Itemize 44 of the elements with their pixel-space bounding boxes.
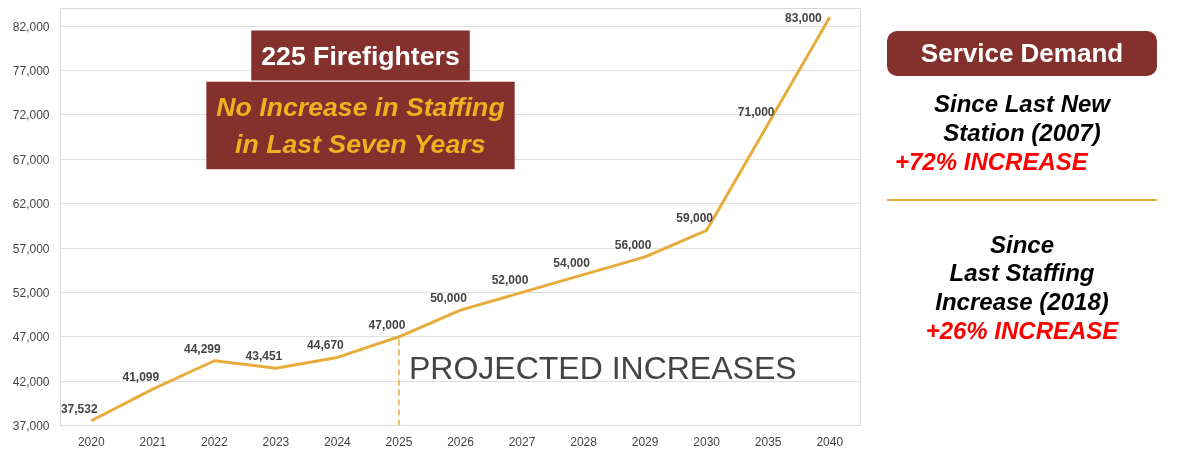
annotation: No Increase in Staffing in Last Seven Years: [216, 91, 505, 160]
data-label: 47,000: [368, 317, 406, 332]
x-tick-label: 2026: [447, 434, 475, 449]
text: Since Last Staffing Increase (2018): [934, 230, 1110, 317]
annotation: 225 Firefighters: [261, 40, 460, 71]
x-tick-label: 2029: [631, 434, 659, 449]
x-tick-label: 2030: [693, 434, 721, 449]
x-tick-label: 2024: [324, 434, 352, 449]
x-tick-label: 2021: [139, 434, 167, 449]
data-label: 44,299: [183, 341, 222, 356]
data-label: 43,451: [245, 349, 283, 364]
y-tick-label: 67,000: [12, 152, 50, 167]
text: Service Demand: [887, 31, 1157, 77]
y-tick-label: 47,000: [12, 330, 50, 345]
data-label: 41,099: [122, 370, 160, 385]
y-tick-label: 77,000: [12, 64, 50, 79]
data-label: 50,000: [430, 291, 468, 306]
y-tick-label: 57,000: [12, 241, 50, 256]
text: Since Last New Station (2007): [932, 90, 1112, 148]
text: +72% INCREASE: [894, 147, 1090, 177]
x-tick-label: 2040: [816, 434, 844, 449]
x-tick-label: 2022: [201, 434, 229, 449]
x-tick-label: 2025: [385, 434, 413, 449]
x-tick-label: 2023: [262, 434, 290, 449]
y-tick-label: 72,000: [12, 108, 50, 123]
x-tick-label: 2020: [77, 434, 105, 449]
y-tick-label: 42,000: [12, 374, 50, 389]
text: +26% INCREASE: [924, 316, 1120, 346]
data-label: 59,000: [676, 211, 714, 226]
data-label: 37,532: [60, 401, 98, 416]
y-tick-label: 82,000: [12, 19, 50, 34]
x-tick-label: 2028: [570, 434, 598, 449]
x-tick-label: 2027: [508, 434, 536, 449]
data-label: 56,000: [614, 237, 652, 252]
data-label: 54,000: [553, 255, 591, 270]
y-tick-label: 62,000: [12, 197, 50, 212]
y-tick-label: 37,000: [12, 419, 50, 433]
data-label: 44,670: [307, 338, 345, 353]
y-tick-label: 52,000: [12, 285, 50, 300]
data-label: 83,000: [785, 10, 823, 25]
data-label: 71,000: [737, 104, 775, 119]
x-tick-label: 2035: [754, 434, 782, 449]
ref-line-label: PROJECTED INCREASES: [408, 349, 797, 386]
data-label: 52,000: [491, 273, 529, 288]
